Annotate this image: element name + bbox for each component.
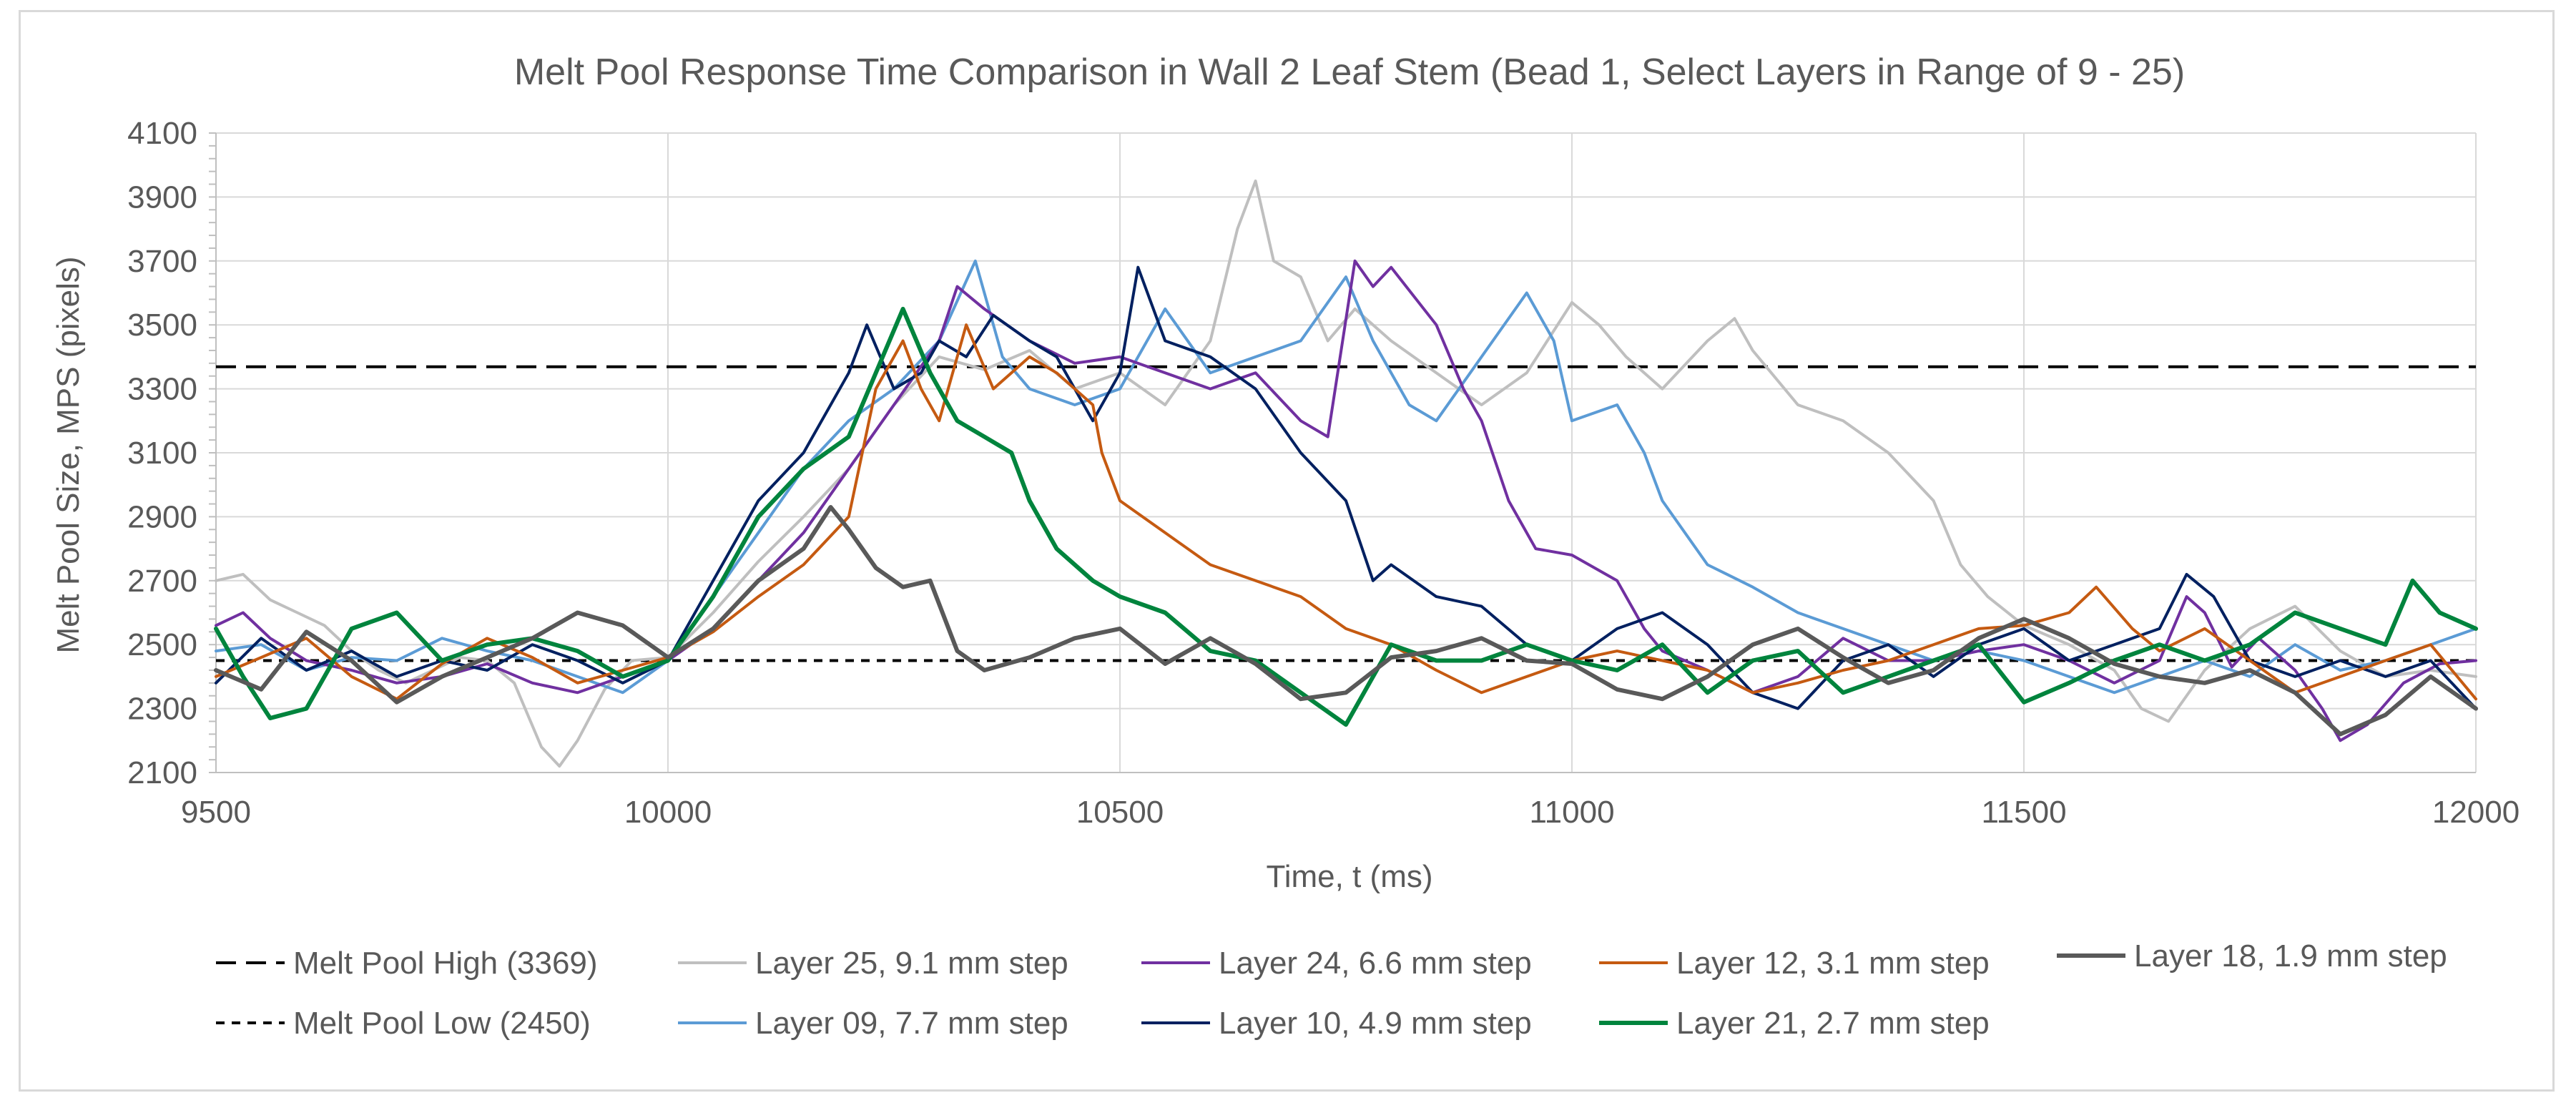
legend-label: Layer 18, 1.9 mm step	[2134, 938, 2447, 974]
legend-item: Melt Pool Low (2450)	[216, 1006, 591, 1041]
y-tick-label: 2500	[127, 627, 197, 662]
legend-item: Layer 12, 3.1 mm step	[1599, 946, 1990, 981]
chart-title: Melt Pool Response Time Comparison in Wa…	[514, 52, 2185, 93]
y-tick-label: 3900	[127, 180, 197, 215]
legend-label: Melt Pool Low (2450)	[293, 1006, 591, 1041]
legend-label: Layer 25, 9.1 mm step	[755, 946, 1068, 981]
legend-item: Melt Pool High (3369)	[216, 946, 598, 981]
legend-item: Layer 10, 4.9 mm step	[1141, 1006, 1532, 1041]
x-axis-label: Time, t (ms)	[1267, 859, 1433, 894]
legend-label: Melt Pool High (3369)	[293, 946, 598, 981]
y-tick-label: 2300	[127, 692, 197, 727]
series-line-4	[214, 505, 2478, 737]
legend-item: Layer 21, 2.7 mm step	[1599, 1006, 1990, 1041]
legend-label: Layer 09, 7.7 mm step	[755, 1006, 1068, 1041]
gridlines	[215, 132, 2477, 773]
legend: Melt Pool High (3369) Layer 25, 9.1 mm st…	[216, 938, 2447, 1041]
legend-item: Layer 18, 1.9 mm step	[2057, 938, 2447, 974]
series-line-5	[215, 259, 2477, 695]
y-tick-label: 2700	[127, 564, 197, 599]
chart-frame	[19, 10, 2555, 1092]
legend-label: Layer 21, 2.7 mm step	[1676, 1006, 1990, 1041]
series-line-6	[215, 265, 2477, 710]
x-tick-label: 10000	[624, 795, 712, 830]
x-tick-label: 10500	[1076, 795, 1164, 830]
x-tick-label: 12000	[2432, 795, 2520, 830]
x-tick-label: 11500	[1981, 795, 2066, 830]
y-tick-label: 4100	[127, 116, 197, 151]
series-lines	[214, 180, 2478, 768]
x-tick-label: 9500	[181, 795, 251, 830]
axes: 2100 2300 2500 2700 2900 3100 3300 3500 3700 3900…	[127, 116, 2520, 830]
y-tick-label: 2900	[127, 499, 197, 534]
series-line-7	[214, 306, 2478, 727]
reference-lines	[216, 365, 2476, 662]
y-axis-label: Melt Pool Size, MPS (pixels)	[51, 256, 86, 653]
y-tick-label: 3100	[127, 436, 197, 471]
legend-label: Layer 24, 6.6 mm step	[1219, 946, 1532, 981]
legend-item: Layer 09, 7.7 mm step	[678, 1006, 1068, 1041]
legend-item: Layer 25, 9.1 mm step	[678, 946, 1068, 981]
series-line-3	[215, 323, 2477, 701]
series-line-1	[215, 180, 2477, 768]
y-tick-label: 3300	[127, 372, 197, 407]
legend-item: Layer 24, 6.6 mm step	[1141, 946, 1532, 981]
y-tick-label: 2100	[127, 755, 197, 790]
x-tick-label: 11000	[1529, 795, 1614, 830]
y-tick-label: 3700	[127, 244, 197, 279]
legend-label: Layer 12, 3.1 mm step	[1676, 946, 1990, 981]
y-tick-label: 3500	[127, 308, 197, 343]
legend-label: Layer 10, 4.9 mm step	[1219, 1006, 1532, 1041]
